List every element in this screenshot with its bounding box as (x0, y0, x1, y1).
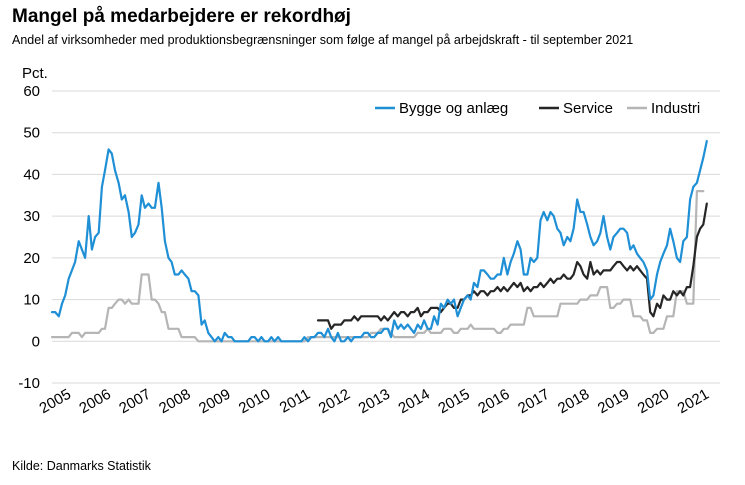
chart-subtitle: Andel af virksomheder med produktionsbeg… (12, 33, 634, 47)
x-tick-label: 2011 (277, 386, 313, 417)
y-tick-label: 50 (23, 125, 40, 142)
x-tick-label: 2016 (475, 386, 512, 417)
y-tick-label: -10 (18, 375, 40, 392)
series-line-0 (50, 140, 708, 343)
y-tick-label: 0 (32, 333, 40, 350)
x-tick-label: 2007 (116, 386, 153, 417)
x-tick-label: 2009 (196, 386, 233, 417)
y-tick-label: 40 (23, 166, 40, 183)
x-tick-label: 2005 (37, 386, 74, 417)
x-tick-label: 2017 (515, 386, 552, 417)
gridlines (52, 90, 720, 384)
y-tick-label: 60 (23, 83, 40, 100)
x-tick-label: 2012 (316, 386, 353, 417)
x-tick-label: 2018 (555, 386, 592, 417)
x-tick-label: 2010 (236, 386, 273, 417)
chart-title: Mangel på medarbejdere er rekordhøj (12, 6, 351, 27)
y-tick-label: 10 (23, 292, 40, 309)
series-lines (50, 140, 708, 343)
legend-label: Bygge og anlæg (399, 100, 508, 117)
x-tick-label: 2021 (675, 386, 712, 417)
source-note: Kilde: Danmarks Statistik (12, 459, 151, 473)
x-tick-label: 2019 (595, 386, 632, 417)
legend-label: Industri (651, 100, 700, 117)
x-tick-label: 2006 (76, 386, 113, 417)
legend-label: Service (563, 100, 613, 117)
y-axis-label: Pct. (22, 65, 48, 82)
y-tick-label: 30 (23, 208, 40, 225)
x-tick-label: 2020 (635, 386, 672, 417)
y-tick-label: 20 (23, 250, 40, 267)
x-tick-label: 2014 (395, 386, 432, 417)
x-tick-label: 2013 (356, 386, 393, 417)
series-line-2 (50, 190, 705, 343)
legend: Bygge og anlæg Service Industri (375, 100, 700, 117)
series-line-1 (316, 202, 708, 330)
x-tick-label: 2008 (156, 386, 193, 417)
x-tick-label: 2015 (435, 386, 472, 417)
y-axis-ticks: -10 0 10 20 30 40 50 60 (18, 83, 40, 392)
x-axis-ticks: 2005 2006 2007 2008 2009 2010 2011 2012 2013 2014… (37, 386, 712, 417)
